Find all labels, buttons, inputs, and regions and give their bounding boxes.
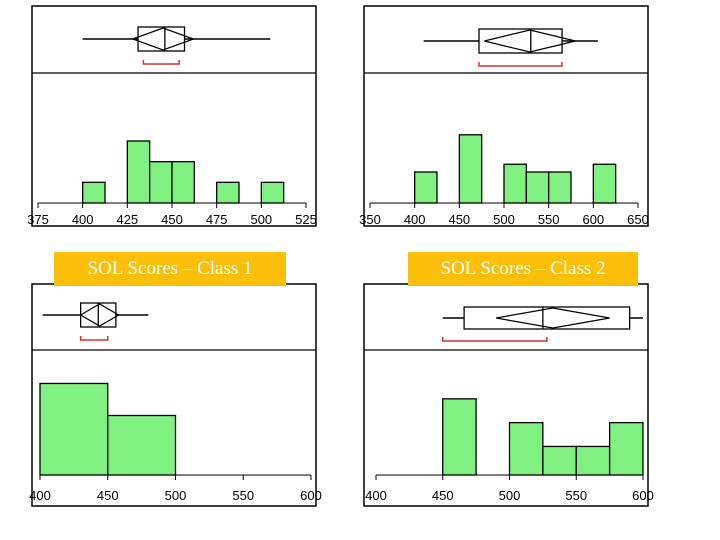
x-tick-label: 400 [72,212,94,227]
histogram-bar [171,161,195,204]
boxplot-box [478,28,563,54]
x-tick-label: 375 [27,212,49,227]
x-tick-label: 550 [538,212,560,227]
banner-class-2: SOL Scores – Class 2 [408,252,638,286]
boxplot-mean-diamond [130,27,196,51]
histogram-bar [525,171,550,204]
boxplot-box [137,26,186,52]
histogram-bar [39,382,109,476]
x-tick-label: 400 [365,488,387,503]
x-tick-label: 400 [404,212,426,227]
x-tick-label: 475 [206,212,228,227]
x-tick-label: 600 [632,488,654,503]
histogram-bar [216,181,240,204]
histogram-bar [548,171,572,204]
histogram-bar [608,421,644,476]
histogram-bar [82,181,106,204]
shortest-half-bracket [442,337,548,342]
histogram-bar [107,414,177,476]
histogram-panel-class1-bottom: 400 450 500 550 600 [29,283,322,507]
banner-class-1: SOL Scores – Class 1 [54,252,286,286]
x-tick-label: 450 [97,488,119,503]
histogram-panel-class2-bottom: 400 450 500 550 600 [363,283,654,507]
boxplot-mean-diamond [484,29,576,53]
x-tick-label: 525 [295,212,317,227]
histogram-bar [508,421,544,476]
x-tick-label: 650 [627,212,649,227]
x-tick-label: 500 [250,212,272,227]
histogram-bar [503,163,527,204]
x-tick-label: 500 [165,488,187,503]
x-tick-label: 600 [582,212,604,227]
x-tick-label: 600 [300,488,322,503]
histogram-bar [542,445,577,476]
histogram-bar [575,445,611,476]
x-tick-label: 500 [493,212,515,227]
histogram-bar [126,140,151,204]
x-tick-label: 500 [499,488,521,503]
x-tick-label: 450 [432,488,454,503]
x-tick-label: 350 [359,212,381,227]
x-tick-label: 550 [565,488,587,503]
histogram-panel-class1-top: 375 400 425 450 475 500 525 [27,5,317,227]
histogram-bar [149,161,173,204]
x-tick-label: 425 [116,212,138,227]
histogram-panel-class2-top: 350 400 450 500 550 600 650 [359,5,649,227]
histogram-bar [592,163,617,204]
x-tick-label: 400 [29,488,51,503]
histogram-bar [458,134,483,204]
boxplot-mean-diamond [79,303,120,327]
histogram-bar [442,398,477,476]
boxplot-box [463,306,631,330]
x-tick-label: 450 [161,212,183,227]
shortest-half-bracket [142,60,180,65]
x-tick-label: 450 [448,212,470,227]
histogram-bar [260,181,285,204]
boxplot-mean-diamond [496,307,610,329]
shortest-half-bracket [79,336,109,341]
x-tick-label: 550 [232,488,254,503]
shortest-half-bracket [478,62,563,67]
histogram-bar [414,171,438,204]
